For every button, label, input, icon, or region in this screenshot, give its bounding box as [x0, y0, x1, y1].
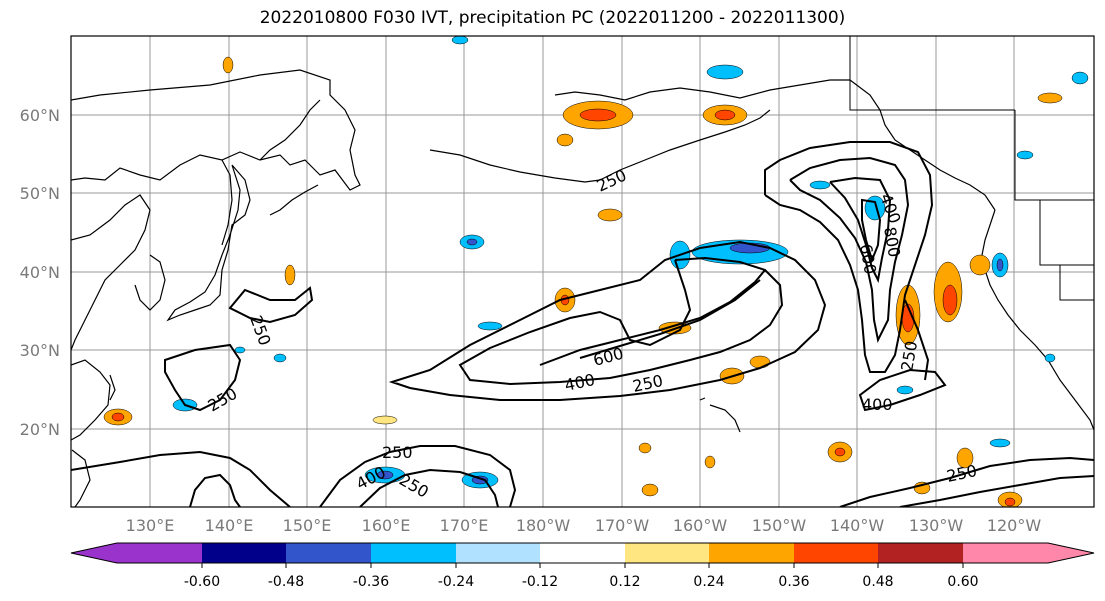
colorbar-tick-label: 0.24: [693, 574, 724, 590]
colorbar-tick-label: 0.60: [947, 574, 978, 590]
colorbar-outline: [70, 542, 1095, 564]
colorbar-segment: [963, 543, 1048, 563]
colorbar-segment: [709, 543, 794, 563]
lon-label: 170°E: [440, 516, 489, 535]
colorbar-tick-label: 0.12: [609, 574, 640, 590]
colorbar-segment: [286, 543, 371, 563]
colorbar-ticks: -0.60 -0.48 -0.36 -0.24 -0.12 0.12 0.24 …: [184, 574, 979, 590]
chart-title: 2022010800 F030 IVT, precipitation PC (2…: [259, 8, 846, 28]
contour-label: 400: [862, 395, 893, 414]
longitude-labels: 130°E 140°E 150°E 160°E 170°E 180°W 170°…: [126, 516, 1042, 535]
contour-labels: 250 250 250 250 250 250 250 250 400 400 …: [205, 165, 979, 501]
colorbar-tick-label: 0.36: [778, 574, 809, 590]
contour-label: 250: [382, 443, 413, 462]
lon-label: 130°E: [126, 516, 175, 535]
latitude-labels: 60°N 50°N 40°N 30°N 20°N: [20, 106, 60, 439]
precip-positive: [103, 56, 1063, 507]
lat-label: 30°N: [20, 341, 60, 360]
colorbar-segment: [117, 543, 202, 563]
lon-label: 130°W: [909, 516, 964, 535]
lon-label: 160°E: [362, 516, 411, 535]
lat-label: 50°N: [20, 184, 60, 203]
colorbar-segment: [202, 543, 286, 563]
lon-label: 180°W: [516, 516, 571, 535]
colorbar-tick-label: 0.48: [862, 574, 893, 590]
colorbar-extend-max: [1048, 543, 1094, 563]
colorbar-extend-min: [71, 543, 117, 563]
map-frame: [70, 35, 1095, 508]
lon-label: 160°W: [673, 516, 728, 535]
lat-label: 60°N: [20, 106, 60, 125]
colorbar-tick-label: -0.24: [438, 574, 474, 590]
colorbar-segment: [625, 543, 709, 563]
lon-label: 120°W: [987, 516, 1042, 535]
colorbar-segment: [456, 543, 540, 563]
lon-label: 140°E: [205, 516, 254, 535]
lon-label: 150°E: [283, 516, 332, 535]
precip-negative: [172, 36, 1089, 489]
lon-label: 140°W: [830, 516, 885, 535]
ivt-contours: [71, 141, 1094, 507]
colorbar-tick-label: -0.36: [353, 574, 389, 590]
colorbar-tick-label: -0.48: [268, 574, 304, 590]
colorbar-segment: [794, 543, 878, 563]
colorbar: [70, 542, 1095, 568]
colorbar-tick-label: -0.12: [522, 574, 558, 590]
lat-label: 20°N: [20, 420, 60, 439]
colorbar-segment: [371, 543, 456, 563]
boundaries: [849, 36, 1094, 301]
lon-label: 170°W: [595, 516, 650, 535]
colorbar-segment: [878, 543, 963, 563]
lat-label: 40°N: [20, 263, 60, 282]
lon-label: 150°W: [752, 516, 807, 535]
colorbar-tick-label: -0.60: [184, 574, 220, 590]
colorbar-segment: [540, 543, 625, 563]
